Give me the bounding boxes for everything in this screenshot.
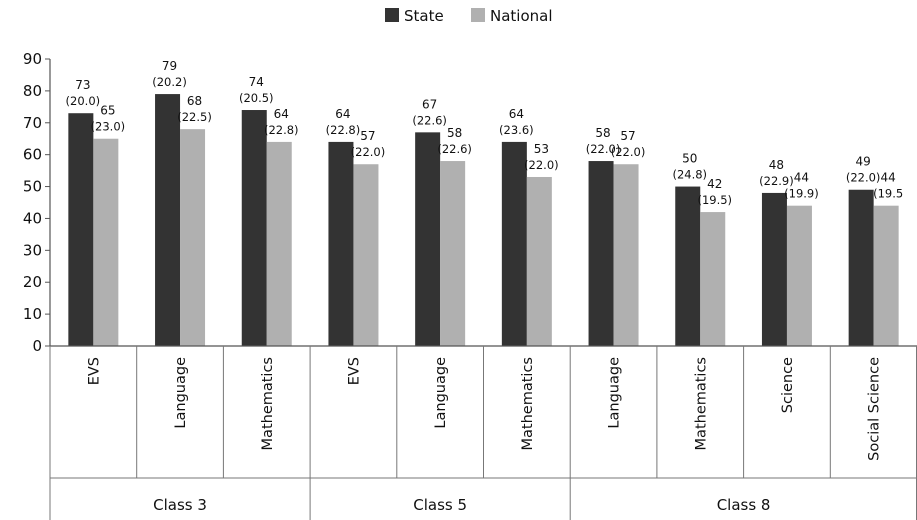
legend-swatch-state [385, 8, 399, 22]
sd-label: (23.0) [91, 120, 126, 134]
x-category-label: Mathematics [693, 357, 709, 450]
sd-label: (22.8) [264, 123, 299, 137]
legend-swatch-national [471, 8, 485, 22]
value-label: 74 [249, 75, 264, 89]
y-tick-label: 70 [23, 114, 42, 132]
value-label: 49 [856, 155, 871, 169]
bar-state [328, 141, 354, 346]
x-category-label: Language [607, 357, 623, 429]
y-tick-label: 40 [23, 209, 42, 227]
x-category-label: EVS [86, 357, 102, 385]
x-group-label: Class 8 [717, 496, 771, 514]
bars [68, 94, 899, 347]
bar-state [588, 161, 614, 346]
x-category-label: Language [173, 357, 189, 429]
sd-label: (19.9) [784, 187, 819, 201]
value-label: 53 [534, 142, 549, 156]
bar-national [526, 176, 552, 346]
sd-label: (22.6) [412, 113, 447, 127]
x-category-label: Social Science [867, 357, 883, 461]
value-label: 44 [794, 171, 809, 185]
y-tick-label: 20 [23, 273, 42, 291]
value-label: 42 [707, 177, 722, 191]
value-label: 57 [360, 129, 375, 143]
bar-state [68, 113, 94, 346]
y-axis: 0 10 20 30 40 50 60 70 80 90 [23, 50, 51, 355]
sd-label: (20.5) [239, 91, 274, 105]
bar-state [761, 192, 787, 346]
x-group-label: Class 3 [153, 496, 207, 514]
bar-national [786, 205, 812, 346]
x-category-label: Science [780, 357, 796, 413]
y-tick-label: 0 [32, 337, 42, 355]
bar-national [440, 161, 466, 346]
sd-label: (19.5 [873, 187, 903, 201]
sd-label: (24.8) [672, 168, 707, 182]
x-category-label: Mathematics [520, 357, 536, 450]
sd-label: (22.0) [611, 145, 646, 159]
bar-state [155, 94, 181, 346]
value-label: 67 [422, 97, 437, 111]
sd-label: (22.9) [759, 174, 794, 188]
y-tick-label: 90 [23, 50, 42, 68]
x-category-label: Language [433, 357, 449, 429]
x-group-label: Class 5 [413, 496, 467, 514]
sd-label: (22.6) [437, 142, 472, 156]
sd-label: (19.5) [697, 193, 732, 207]
bar-national [353, 164, 379, 346]
bar-state [675, 186, 701, 346]
value-label: 58 [447, 126, 462, 140]
sd-label: (22.0) [524, 158, 559, 172]
bar-state [501, 141, 527, 346]
value-labels: 73(20.0)79(20.2) 74(20.5)64(22.8)67(22.6)… [66, 59, 904, 207]
y-tick-label: 10 [23, 305, 42, 323]
y-tick-label: 80 [23, 82, 42, 100]
sd-label: (20.2) [152, 75, 187, 89]
value-label: 64 [509, 107, 524, 121]
value-label: 64 [335, 107, 350, 121]
x-axis: EVS Language Mathematics EVS Language Mathema… [49, 345, 917, 520]
y-tick-label: 30 [23, 241, 42, 259]
sd-label: (22.8) [326, 123, 361, 137]
sd-label: (22.0) [586, 142, 621, 156]
value-label: 57 [620, 129, 635, 143]
bar-national [873, 205, 899, 346]
value-label: 79 [162, 59, 177, 73]
bar-state [241, 110, 267, 347]
legend-label-state: State [404, 7, 444, 25]
legend: State National [385, 7, 553, 25]
y-tick-label: 50 [23, 178, 42, 196]
value-label: 50 [682, 152, 697, 166]
bar-state [415, 132, 441, 346]
value-label: 65 [100, 104, 115, 118]
value-label: 48 [769, 158, 784, 172]
sd-label: (22.5) [177, 110, 212, 124]
bar-national [700, 212, 726, 346]
sd-label: (20.0) [66, 94, 101, 108]
value-label: 64 [274, 107, 289, 121]
value-label: 44 [881, 171, 896, 185]
value-label: 73 [75, 78, 90, 92]
bar-state [848, 189, 874, 346]
x-category-label: Mathematics [260, 357, 276, 450]
value-label: 68 [187, 94, 202, 108]
y-tick-label: 60 [23, 146, 42, 164]
bar-national [613, 164, 639, 346]
sd-label: (22.0) [351, 145, 386, 159]
sd-label: (23.6) [499, 123, 534, 137]
bar-national [180, 129, 206, 346]
bar-national [266, 141, 292, 346]
x-category-label: EVS [346, 357, 362, 385]
value-label: 58 [595, 126, 610, 140]
legend-label-national: National [490, 7, 553, 25]
sd-label: (22.0) [846, 171, 881, 185]
bar-national [93, 138, 119, 346]
